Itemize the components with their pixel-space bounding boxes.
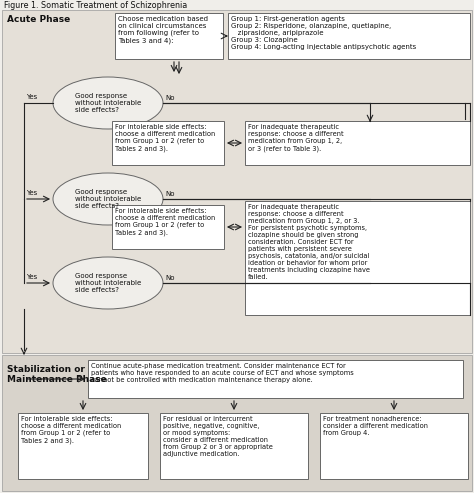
Text: For treatment nonadherence:
consider a different medication
from Group 4.: For treatment nonadherence: consider a d… [323, 416, 428, 436]
FancyBboxPatch shape [228, 13, 470, 59]
Text: For residual or intercurrent
positive, negative, cognitive,
or mood symptoms:
co: For residual or intercurrent positive, n… [163, 416, 273, 457]
FancyBboxPatch shape [245, 201, 470, 315]
Text: Stabilization or
Maintenance Phase: Stabilization or Maintenance Phase [7, 365, 107, 385]
Ellipse shape [53, 173, 163, 225]
FancyBboxPatch shape [112, 121, 224, 165]
Text: Yes: Yes [26, 94, 37, 100]
Text: Yes: Yes [26, 274, 37, 280]
FancyBboxPatch shape [18, 413, 148, 479]
Text: Good response
without intolerable
side effects?: Good response without intolerable side e… [75, 189, 141, 209]
FancyBboxPatch shape [2, 10, 472, 353]
Text: Yes: Yes [26, 190, 37, 196]
Text: Choose medication based
on clinical circumstances
from following (refer to
Table: Choose medication based on clinical circ… [118, 16, 208, 44]
Text: For intolerable side effects:
choose a different medication
from Group 1 or 2 (r: For intolerable side effects: choose a d… [115, 124, 215, 152]
Text: For intolerable side effects:
choose a different medication
from Group 1 or 2 (r: For intolerable side effects: choose a d… [21, 416, 121, 444]
Text: For intolerable side effects:
choose a different medication
from Group 1 or 2 (r: For intolerable side effects: choose a d… [115, 208, 215, 236]
FancyBboxPatch shape [88, 360, 463, 398]
Text: Figure 1. Somatic Treatment of Schizophrenia: Figure 1. Somatic Treatment of Schizophr… [4, 1, 187, 10]
Text: Good response
without intolerable
side effects?: Good response without intolerable side e… [75, 273, 141, 293]
Text: No: No [165, 95, 174, 101]
FancyBboxPatch shape [115, 13, 223, 59]
Text: Continue acute-phase medication treatment. Consider maintenance ECT for
patients: Continue acute-phase medication treatmen… [91, 363, 354, 383]
Text: No: No [165, 191, 174, 197]
FancyBboxPatch shape [160, 413, 308, 479]
Text: Group 1: First-generation agents
Group 2: Risperidone, olanzapine, quetiapine,
 : Group 1: First-generation agents Group 2… [231, 16, 416, 50]
FancyBboxPatch shape [320, 413, 468, 479]
Ellipse shape [53, 257, 163, 309]
Text: Acute Phase: Acute Phase [7, 15, 70, 24]
Text: No: No [165, 275, 174, 281]
Text: For inadequate therapeutic
response: choose a different
medication from Group 1,: For inadequate therapeutic response: cho… [248, 124, 344, 151]
Text: For inadequate therapeutic
response: choose a different
medication from Group 1,: For inadequate therapeutic response: cho… [248, 204, 370, 280]
FancyBboxPatch shape [2, 355, 472, 491]
FancyBboxPatch shape [112, 205, 224, 249]
Ellipse shape [53, 77, 163, 129]
FancyBboxPatch shape [245, 121, 470, 165]
Text: Good response
without intolerable
side effects?: Good response without intolerable side e… [75, 93, 141, 113]
